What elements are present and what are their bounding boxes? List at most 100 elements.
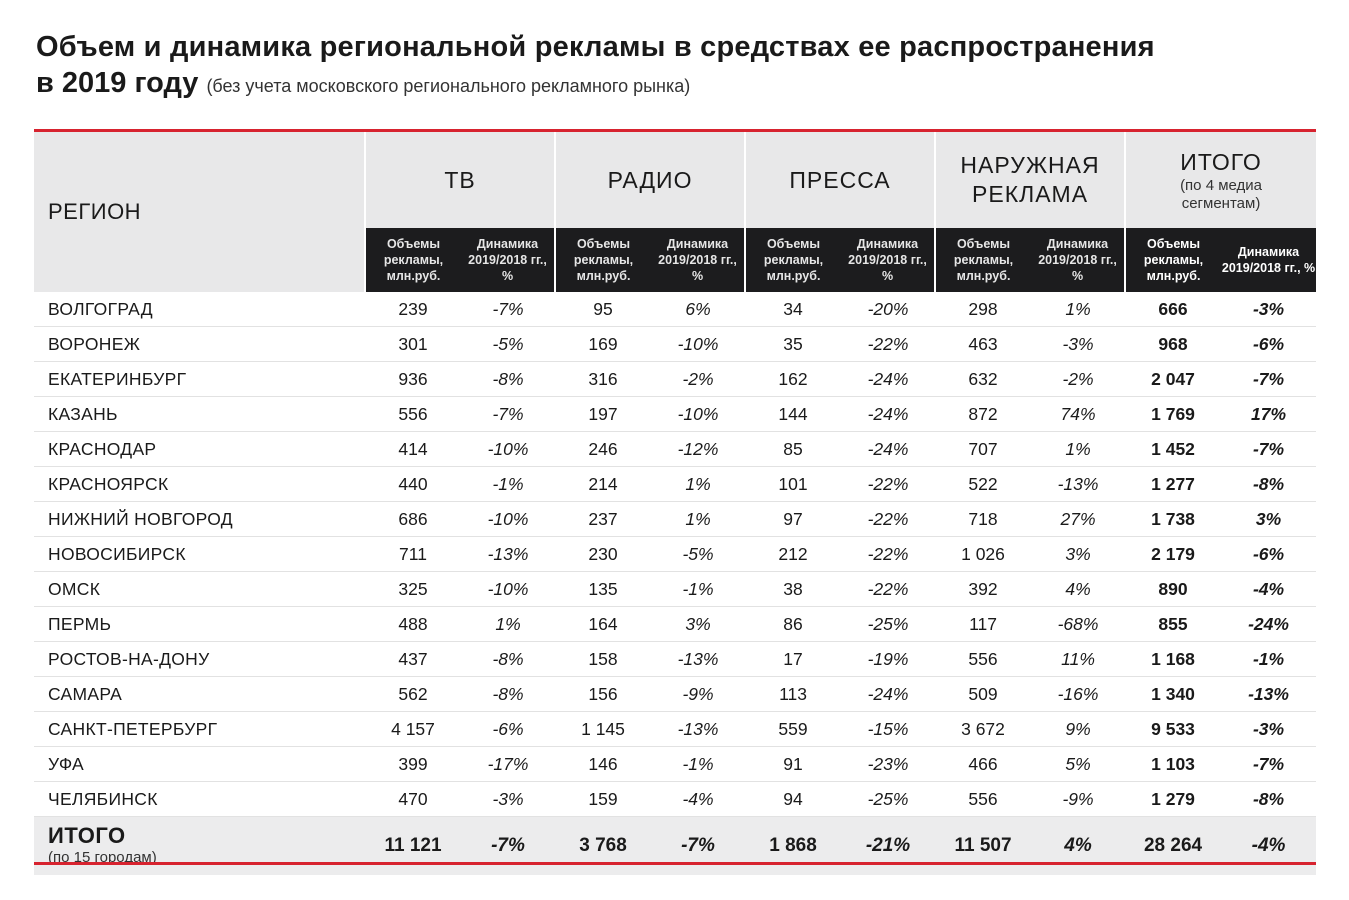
radio-dynamics-cell: -10% — [651, 326, 746, 362]
press-volume-cell: 38 — [745, 571, 842, 607]
tv-dynamics-cell: -8% — [461, 676, 556, 712]
press-volume-cell: 17 — [745, 641, 842, 677]
press-volume-cell: 85 — [745, 431, 842, 467]
radio-volume-cell: 135 — [555, 571, 652, 607]
total-dynamics-cell: -8% — [1221, 466, 1317, 502]
outdoor-dynamics-subheader: Динамика 2019/2018 гг., % — [1031, 228, 1126, 292]
outdoor-dynamics-cell: -13% — [1031, 466, 1126, 502]
radio-dynamics-cell: -12% — [651, 431, 746, 467]
total-dynamics-cell: -13% — [1221, 676, 1317, 712]
press-volume-cell: 34 — [745, 292, 842, 327]
press-dynamics-cell: -25% — [841, 606, 936, 642]
radio-volume-cell: 316 — [555, 361, 652, 397]
press-volume-cell: 162 — [745, 361, 842, 397]
press-dynamics-cell: -15% — [841, 711, 936, 747]
table-row: ВОРОНЕЖ 301 -5% 169 -10% 35 -22% 463 -3% 968 -6% — [34, 326, 1317, 362]
press-dynamics-cell: -22% — [841, 326, 936, 362]
region-cell: КРАСНОДАР — [34, 431, 365, 467]
totals-label-cell: ИТОГО (по 15 городам) — [34, 816, 365, 875]
region-cell: РОСТОВ-НА-ДОНУ — [34, 641, 365, 677]
outdoor-volume-cell: 556 — [935, 781, 1032, 817]
radio-dynamics-cell: -13% — [651, 641, 746, 677]
outdoor-dynamics-cell: 74% — [1031, 396, 1126, 432]
radio-volume-subheader: Объемы рекламы, млн.руб. — [554, 228, 652, 292]
tv-dynamics-cell: -8% — [461, 641, 556, 677]
table-row: ЧЕЛЯБИНСК 470 -3% 159 -4% 94 -25% 556 -9% 1 279 -8… — [34, 781, 1317, 817]
region-cell: САМАРА — [34, 676, 365, 712]
press-dynamics-cell: -22% — [841, 501, 936, 537]
press-dynamics-cell: -22% — [841, 571, 936, 607]
radio-dynamics-cell: -4% — [651, 781, 746, 817]
totals-tv-dynamics: -7% — [461, 816, 556, 875]
table-row: КАЗАНЬ 556 -7% 197 -10% 144 -24% 872 74% 1 769 17% — [34, 396, 1317, 432]
radio-dynamics-cell: 1% — [651, 466, 746, 502]
tv-dynamics-cell: -7% — [461, 292, 556, 327]
press-dynamics-cell: -24% — [841, 431, 936, 467]
radio-volume-cell: 237 — [555, 501, 652, 537]
totals-tv: 11 121 — [365, 816, 461, 875]
radio-dynamics-cell: -10% — [651, 396, 746, 432]
tv-volume-cell: 437 — [365, 641, 461, 677]
radio-dynamics-cell: 6% — [651, 292, 746, 327]
tv-dynamics-subheader: Динамика 2019/2018 гг., % — [461, 228, 556, 292]
total-header-name: ИТОГО — [1180, 148, 1262, 175]
outdoor-volume-cell: 509 — [935, 676, 1032, 712]
total-volume-cell: 666 — [1125, 292, 1222, 327]
tv-volume-cell: 399 — [365, 746, 461, 782]
total-dynamics-cell: -1% — [1221, 641, 1317, 677]
outdoor-volume-cell: 1 026 — [935, 536, 1032, 572]
tv-volume-cell: 562 — [365, 676, 461, 712]
radio-volume-cell: 158 — [555, 641, 652, 677]
tv-dynamics-cell: -5% — [461, 326, 556, 362]
totals-press-dynamics: -21% — [841, 816, 936, 875]
total-volume-cell: 1 452 — [1125, 431, 1222, 467]
press-dynamics-cell: -22% — [841, 536, 936, 572]
press-volume-cell: 94 — [745, 781, 842, 817]
press-volume-cell: 91 — [745, 746, 842, 782]
totals-press: 1 868 — [745, 816, 842, 875]
total-volume-cell: 1 277 — [1125, 466, 1222, 502]
press-volume-cell: 101 — [745, 466, 842, 502]
tv-dynamics-cell: -17% — [461, 746, 556, 782]
total-volume-cell: 2 047 — [1125, 361, 1222, 397]
tv-volume-cell: 4 157 — [365, 711, 461, 747]
total-dynamics-cell: -6% — [1221, 536, 1317, 572]
page-title: Объем и динамика региональной рекламы в … — [36, 30, 1316, 105]
region-cell: НИЖНИЙ НОВГОРОД — [34, 501, 365, 537]
radio-dynamics-cell: -13% — [651, 711, 746, 747]
outdoor-volume-cell: 718 — [935, 501, 1032, 537]
total-header: ИТОГО (по 4 медиа сегментам) — [1124, 132, 1317, 228]
region-cell: ЧЕЛЯБИНСК — [34, 781, 365, 817]
total-dynamics-cell: -3% — [1221, 711, 1317, 747]
outdoor-volume-cell: 3 672 — [935, 711, 1032, 747]
total-volume-cell: 1 103 — [1125, 746, 1222, 782]
outdoor-dynamics-cell: -68% — [1031, 606, 1126, 642]
total-dynamics-cell: -4% — [1221, 571, 1317, 607]
press-volume-cell: 113 — [745, 676, 842, 712]
table-row: ПЕРМЬ 488 1% 164 3% 86 -25% 117 -68% 855 -24% — [34, 606, 1317, 642]
outdoor-header: НАРУЖНАЯ РЕКЛАМА — [934, 132, 1126, 228]
region-cell: НОВОСИБИРСК — [34, 536, 365, 572]
totals-radio: 3 768 — [555, 816, 652, 875]
total-volume-cell: 1 738 — [1125, 501, 1222, 537]
press-volume-cell: 144 — [745, 396, 842, 432]
outdoor-volume-cell: 522 — [935, 466, 1032, 502]
outdoor-dynamics-cell: -16% — [1031, 676, 1126, 712]
region-cell: САНКТ-ПЕТЕРБУРГ — [34, 711, 365, 747]
press-dynamics-cell: -22% — [841, 466, 936, 502]
outdoor-dynamics-cell: 5% — [1031, 746, 1126, 782]
region-cell: ВОЛГОГРАД — [34, 292, 365, 327]
table-row: САНКТ-ПЕТЕРБУРГ 4 157 -6% 1 145 -13% 559 -15% 3… — [34, 711, 1317, 747]
radio-volume-cell: 1 145 — [555, 711, 652, 747]
title-note: (без учета московского регионального рек… — [206, 76, 691, 96]
press-volume-cell: 212 — [745, 536, 842, 572]
radio-dynamics-cell: -1% — [651, 571, 746, 607]
total-volume-cell: 9 533 — [1125, 711, 1222, 747]
tv-volume-cell: 936 — [365, 361, 461, 397]
outdoor-volume-cell: 466 — [935, 746, 1032, 782]
tv-header: ТВ — [363, 132, 556, 228]
radio-volume-cell: 169 — [555, 326, 652, 362]
table-row: КРАСНОЯРСК 440 -1% 214 1% 101 -22% 522 -13% 1 277… — [34, 466, 1317, 502]
total-dynamics-cell: -24% — [1221, 606, 1317, 642]
tv-dynamics-cell: -1% — [461, 466, 556, 502]
